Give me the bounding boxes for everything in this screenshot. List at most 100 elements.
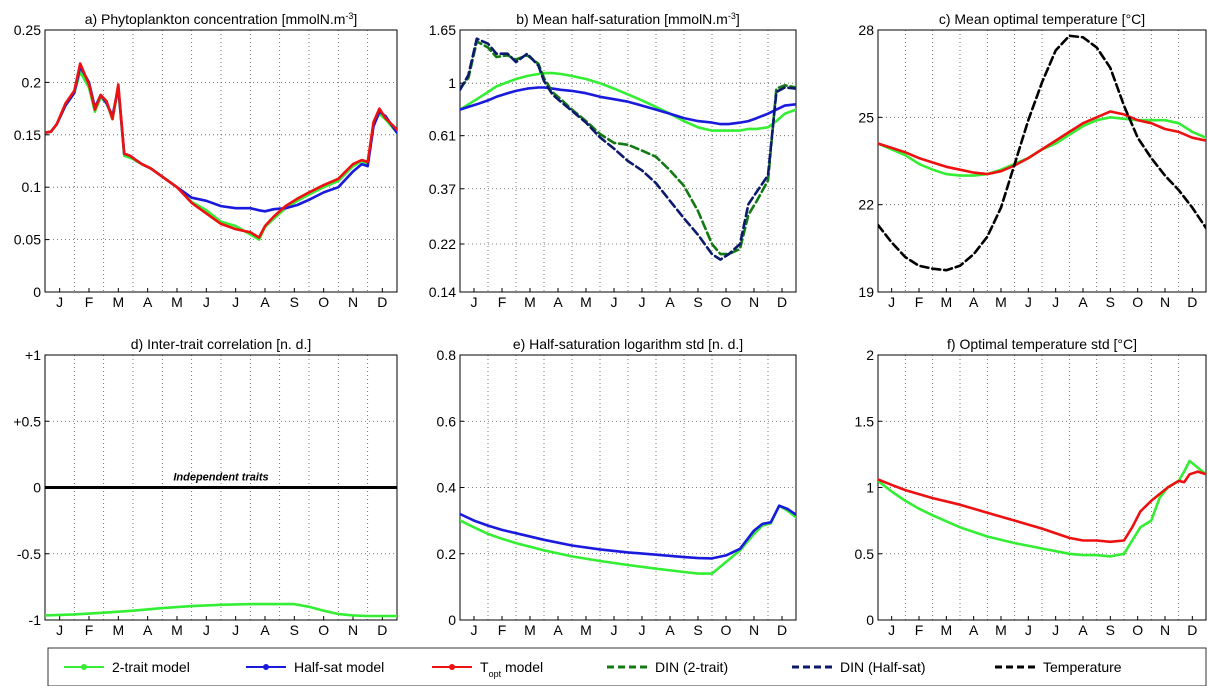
x-tick-label: D [377, 294, 387, 310]
series-group [460, 37, 796, 261]
x-tick-label: N [348, 294, 358, 310]
x-tick-label: S [290, 294, 299, 310]
y-tick-label: +0.5 [13, 413, 41, 429]
x-tick-label: J [1025, 622, 1032, 638]
x-tick-label: N [1160, 622, 1170, 638]
x-tick-label: N [348, 622, 358, 638]
y-tick-label: 0.22 [429, 236, 456, 252]
x-tick-label: S [693, 622, 702, 638]
x-tick-label: F [85, 294, 94, 310]
x-tick-label: S [290, 622, 299, 638]
y-tick-label: 0 [33, 480, 41, 496]
x-tick-label: D [777, 622, 787, 638]
x-tick-label: S [1106, 622, 1115, 638]
y-tick-label: 0.15 [14, 127, 41, 143]
y-tick-label: 0.25 [14, 22, 41, 38]
series-line [878, 459, 1206, 558]
chart-title: c) Mean optimal temperature [°C] [939, 11, 1145, 27]
x-tick-label: F [498, 294, 507, 310]
panel-a: 0 0.05 0.1 0.15 0.2 0.25 J F M A M J J A S O N Da) Phytop… [14, 11, 398, 310]
y-tick-label: 28 [858, 22, 874, 38]
x-tick-label: A [553, 294, 563, 310]
y-tick-label: 0.14 [429, 284, 456, 300]
series-line [878, 110, 1206, 176]
x-tick-label: M [524, 622, 536, 638]
x-tick-label: J [1052, 622, 1059, 638]
y-tick-label: 0.37 [429, 181, 456, 197]
chart-title: a) Phytoplankton concentration [mmolN.m-… [85, 11, 358, 27]
x-tick-label: F [915, 294, 924, 310]
x-tick-label: A [665, 622, 675, 638]
x-tick-label: J [471, 622, 478, 638]
x-tick-label: O [318, 294, 329, 310]
y-tick-label: 0 [448, 612, 456, 628]
x-tick-label: S [693, 294, 702, 310]
x-tick-label: M [940, 294, 952, 310]
x-tick-label: M [580, 294, 592, 310]
x-tick-label: F [498, 622, 507, 638]
y-tick-label: 1 [866, 480, 874, 496]
panels: 00.050.10.150.20.25J F M A M J J A S O N Da) Phytop… [13, 11, 1207, 638]
x-tick-label: A [143, 622, 153, 638]
series-line [878, 470, 1206, 544]
legend-marker [81, 664, 87, 670]
x-tick-label: O [318, 622, 329, 638]
x-tick-label: J [56, 294, 63, 310]
x-tick-label: M [580, 622, 592, 638]
y-tick-label: 1.65 [429, 22, 456, 38]
y-tick-label: 1.5 [855, 413, 875, 429]
x-tick-label: O [1132, 294, 1143, 310]
x-tick-label: A [260, 622, 270, 638]
series-group [460, 504, 796, 575]
y-tick-label: -1 [29, 612, 42, 628]
y-tick-label: 0.05 [14, 232, 41, 248]
series-group [45, 62, 397, 241]
x-tick-label: S [1106, 294, 1115, 310]
x-tick-label: J [203, 294, 210, 310]
series-group [45, 486, 397, 618]
chart-title: e) Half-saturation logarithm std [n. d.] [513, 336, 743, 352]
x-tick-label: O [1132, 622, 1143, 638]
chart-title: b) Mean half-saturation [mmolN.m-3] [516, 11, 740, 27]
y-tick-label: 0.61 [429, 128, 456, 144]
legend-label: Half-sat model [294, 659, 384, 675]
panel-d: -1 -0.5 0 +0.5 +1 J F M A M J J A S O N Dd) Inter-trait … [13, 336, 398, 638]
x-tick-label: D [777, 294, 787, 310]
y-tick-label: 0.8 [437, 347, 457, 363]
x-tick-label: M [171, 294, 183, 310]
y-tick-label: -0.5 [17, 546, 41, 562]
y-tick-label: 22 [858, 197, 874, 213]
x-tick-label: D [1187, 294, 1197, 310]
series-line [460, 37, 796, 261]
x-tick-label: J [611, 622, 618, 638]
legend: 2-trait model Half-sat model Topt model DIN… [47, 647, 1207, 686]
legend-label: Topt model [480, 659, 543, 679]
legend-label: Temperature [1043, 659, 1122, 675]
y-tick-label: 25 [858, 109, 874, 125]
panel-b: 0.14 0.22 0.37 0.61 1 1.65 J F M A M J J A S O N Db) Mean… [429, 11, 797, 310]
x-tick-label: M [112, 622, 124, 638]
legend-marker [263, 664, 269, 670]
x-tick-label: D [1187, 622, 1197, 638]
x-tick-label: F [915, 622, 924, 638]
series-line [460, 86, 796, 126]
panel-f: 00.511.52J F M A M J J A S O N Df) Optimal temperat… [855, 336, 1207, 638]
x-tick-label: J [232, 294, 239, 310]
panel-e: 0 0.2 0.4 0.6 0.8 J F M A M J J A S O N De) Half-saturat… [437, 336, 797, 638]
x-tick-label: N [1160, 294, 1170, 310]
x-tick-label: O [721, 294, 732, 310]
x-tick-label: A [143, 294, 153, 310]
x-tick-label: J [203, 622, 210, 638]
x-tick-label: A [1078, 622, 1088, 638]
x-tick-label: M [940, 622, 952, 638]
plot-frame [44, 29, 398, 293]
chart-title: f) Optimal temperature std [°C] [947, 336, 1137, 352]
x-tick-label: J [611, 294, 618, 310]
annotation-label: Independent traits [173, 472, 268, 484]
y-tick-label: 0.2 [437, 546, 457, 562]
x-tick-label: M [171, 622, 183, 638]
y-tick-label: 0.4 [437, 480, 457, 496]
x-tick-label: J [639, 294, 646, 310]
y-tick-label: 19 [858, 284, 874, 300]
